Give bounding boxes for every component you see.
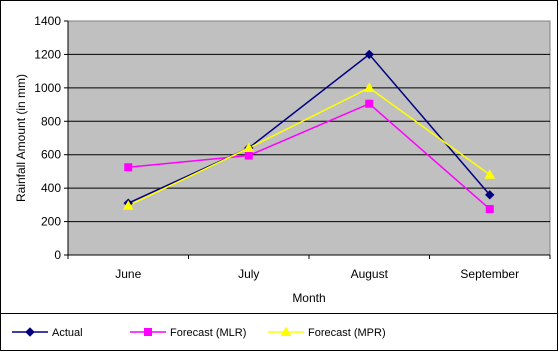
plot-area: [67, 20, 551, 256]
legend-marker-2: [280, 326, 292, 336]
series-line-2: [127, 86, 491, 207]
x-tick-label: August: [351, 267, 389, 281]
y-tick-label: 200: [41, 215, 61, 229]
series-1-point: [124, 163, 133, 172]
x-tick-labels: June July August September: [67, 255, 551, 281]
y-axis-title: Rainfall Amount (in mm): [14, 74, 28, 202]
y-tick-label: 600: [41, 148, 61, 162]
series-lines: [127, 53, 491, 210]
x-tick-label: June: [115, 267, 141, 281]
series-markers: [122, 49, 496, 214]
y-tick-labels: 0 200 400 600 800 1000 1200 1400: [34, 14, 68, 262]
series-line-1: [128, 102, 491, 210]
series-1-point: [365, 99, 374, 108]
series-2-point: [122, 200, 134, 210]
series-1-point: [244, 151, 253, 160]
legend-label-2: Forecast (MPR): [308, 327, 386, 339]
y-tick-label: 1000: [34, 81, 61, 95]
y-tick-label: 400: [41, 181, 61, 195]
series-2-point: [243, 142, 255, 153]
series-2-point: [363, 82, 375, 92]
grid-lines: [68, 53, 550, 223]
legend-label-1: Forecast (MLR): [170, 327, 246, 339]
y-tick-label: 1200: [34, 47, 61, 61]
x-tick-label: September: [460, 267, 519, 281]
x-tick-label: July: [238, 267, 259, 281]
legend: Actual Forecast (MLR) Forecast (MPR): [12, 326, 386, 339]
series-2-point: [484, 169, 496, 179]
legend-marker-1: [144, 328, 152, 336]
series-1-point: [485, 205, 494, 214]
series-line-0: [127, 53, 491, 204]
series-0-point: [485, 190, 495, 200]
legend-label-0: Actual: [52, 327, 83, 339]
series-0-point: [364, 49, 374, 60]
y-tick-label: 1400: [34, 14, 61, 28]
legend-marker-0: [25, 327, 35, 337]
x-axis-title: Month: [292, 291, 325, 305]
y-tick-label: 800: [41, 114, 61, 128]
y-tick-label: 0: [54, 248, 61, 262]
